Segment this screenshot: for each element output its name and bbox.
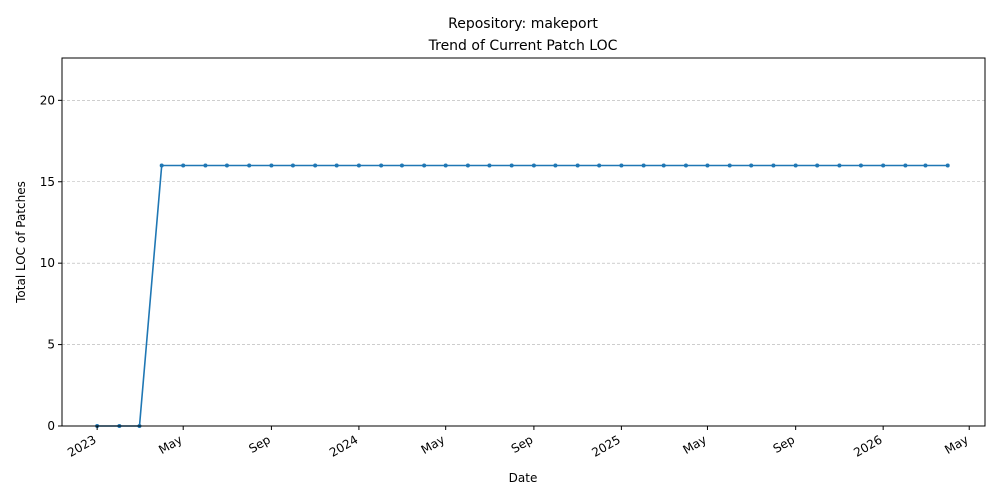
x-tick-label: 2023 bbox=[65, 432, 98, 459]
data-point bbox=[837, 163, 842, 168]
x-tick-label: May bbox=[680, 432, 708, 457]
x-tick-label: May bbox=[942, 432, 970, 457]
y-tick-label: 20 bbox=[40, 93, 55, 107]
y-gridlines bbox=[62, 100, 985, 345]
y-tick-label: 10 bbox=[40, 256, 55, 270]
chart-title: Repository: makeport bbox=[448, 16, 598, 32]
y-tick-label: 5 bbox=[47, 338, 55, 352]
data-point bbox=[683, 163, 688, 168]
y-axis: 0 5 10 15 20 bbox=[40, 93, 62, 433]
data-point bbox=[531, 163, 536, 168]
x-tick-label: Sep bbox=[771, 432, 798, 455]
x-tick-label: 2024 bbox=[327, 432, 360, 459]
data-point bbox=[379, 163, 384, 168]
y-tick-label: 0 bbox=[47, 419, 55, 433]
data-point bbox=[159, 163, 164, 168]
x-tick-label: Sep bbox=[509, 432, 536, 455]
data-point bbox=[443, 163, 448, 168]
x-axis-title: Date bbox=[509, 471, 538, 485]
data-point bbox=[903, 163, 908, 168]
data-point bbox=[334, 163, 339, 168]
y-axis-title: Total LOC of Patches bbox=[14, 181, 28, 304]
data-point bbox=[465, 163, 470, 168]
data-point bbox=[509, 163, 514, 168]
data-point bbox=[727, 163, 732, 168]
data-point bbox=[661, 163, 666, 168]
data-point bbox=[575, 163, 580, 168]
data-point bbox=[553, 163, 558, 168]
data-point bbox=[247, 163, 252, 168]
data-point bbox=[771, 163, 776, 168]
data-point bbox=[945, 163, 950, 168]
data-point bbox=[705, 163, 710, 168]
data-point bbox=[749, 163, 754, 168]
data-point bbox=[269, 163, 274, 168]
series-line bbox=[97, 164, 948, 427]
data-point bbox=[793, 163, 798, 168]
series-layer bbox=[95, 163, 950, 428]
data-point bbox=[923, 163, 928, 168]
data-point bbox=[356, 163, 361, 168]
data-point bbox=[422, 163, 427, 168]
data-point bbox=[815, 163, 820, 168]
data-point bbox=[224, 163, 229, 168]
data-point bbox=[619, 163, 624, 168]
x-tick-label: Sep bbox=[246, 432, 273, 455]
data-point bbox=[597, 163, 602, 168]
data-point bbox=[313, 163, 318, 168]
x-axis: 2023 May Sep 2024 May Sep 2025 May Sep 2026 May bbox=[65, 426, 971, 460]
x-tick-label: 2025 bbox=[589, 432, 622, 459]
x-tick-label: May bbox=[419, 432, 447, 457]
data-point bbox=[641, 163, 646, 168]
data-point bbox=[203, 163, 208, 168]
data-point bbox=[399, 163, 404, 168]
data-point bbox=[181, 163, 186, 168]
data-point bbox=[881, 163, 886, 168]
x-tick-label: 2026 bbox=[851, 432, 884, 459]
y-tick-label: 15 bbox=[40, 175, 55, 189]
chart-subtitle: Trend of Current Patch LOC bbox=[428, 38, 618, 54]
data-point bbox=[858, 163, 863, 168]
data-point bbox=[487, 163, 492, 168]
plot-frame bbox=[61, 57, 986, 427]
x-tick-label: May bbox=[156, 432, 184, 457]
data-point bbox=[290, 163, 295, 168]
